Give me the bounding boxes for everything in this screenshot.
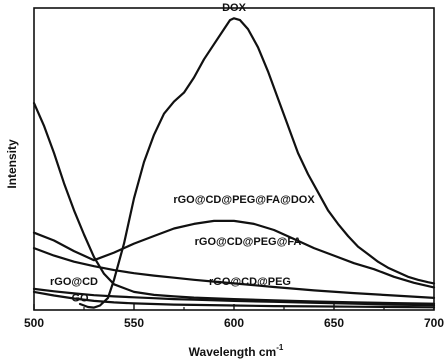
plot-frame [33,7,435,311]
series-label-rgo-cd-peg-fa-dox: rGO@CD@PEG@FA@DOX [173,194,315,206]
x-tick-label: 700 [424,316,444,330]
series-line-rgo-cd-peg-fa [32,247,436,299]
x-tick-label: 650 [324,316,344,330]
x-tick-label: 550 [124,316,144,330]
x-tick-label: 500 [24,316,44,330]
series-label-rgo-cd: rGO@CD [50,276,98,288]
x-axis-title-superscript: -1 [276,343,284,352]
x-tick-label: 600 [224,316,244,330]
series-line-rgo-cd-peg [32,287,436,307]
series-line-rgo-cd-peg-fa-dox [32,219,436,289]
series-label-layer: DOX rGO@CD@PEG@FA@DOX rGO@CD@PEG@FA rGO@CD r… [50,2,315,305]
y-axis-title: Intensity [5,139,19,189]
series-label-rgo-cd-peg-fa: rGO@CD@PEG@FA [195,236,302,248]
series-label-go: GO [71,293,89,305]
series-line-dox [78,17,436,309]
series-line-rgo-cd [32,102,436,305]
x-axis-title-main: Wavelength cm [189,345,277,359]
series-line-go [32,290,436,309]
x-axis-title: Wavelength cm-1 [189,343,284,359]
series-label-dox: DOX [222,2,247,14]
tick-layer: 500 550 600 650 700 [24,304,444,330]
series-layer [32,17,436,309]
series-label-rgo-cd-peg: rGO@CD@PEG [209,276,291,288]
